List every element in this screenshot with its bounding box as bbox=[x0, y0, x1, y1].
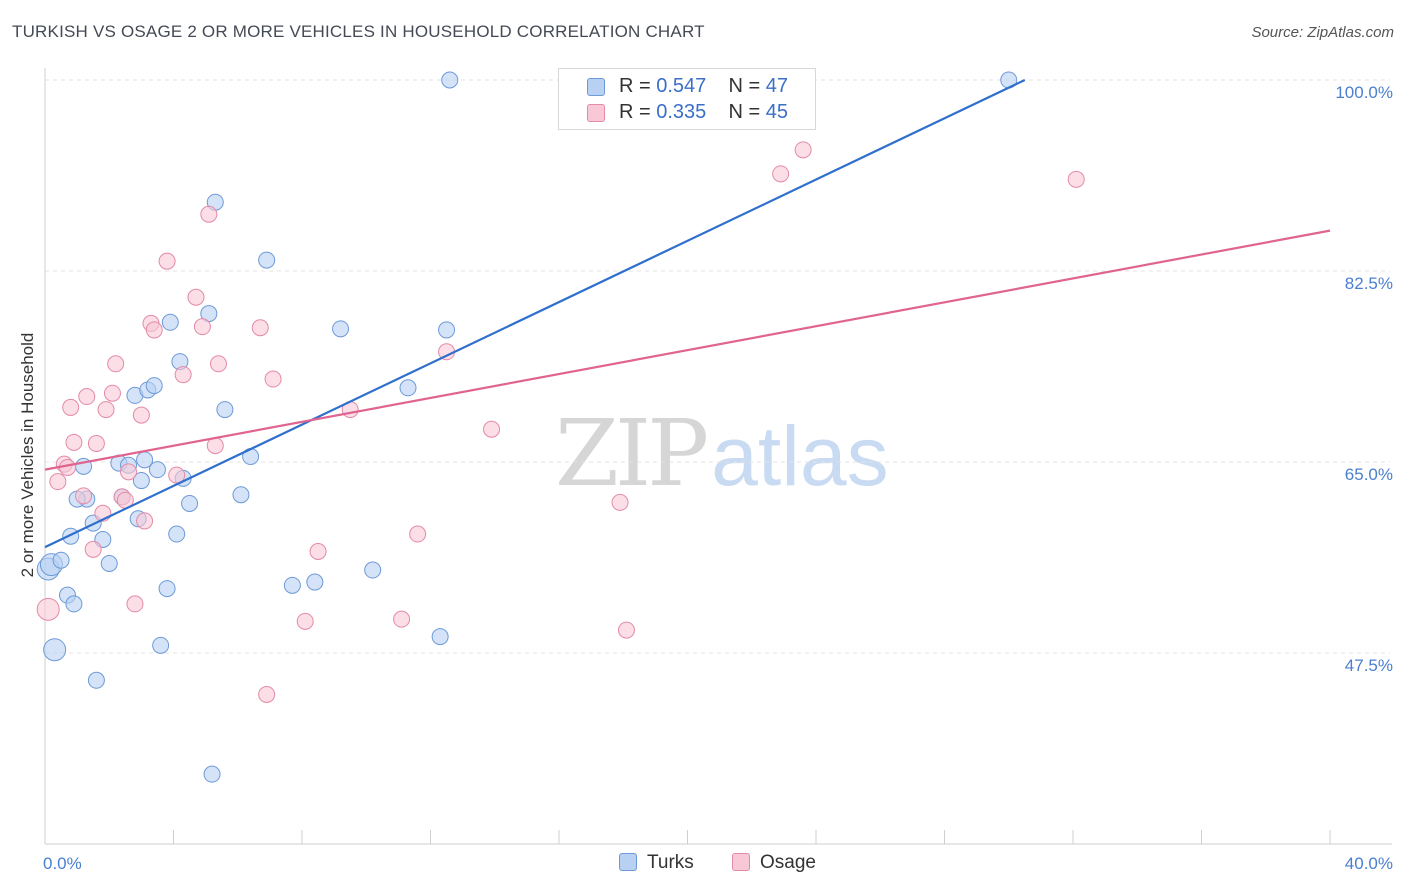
point-osage bbox=[158, 252, 176, 270]
y-tick-label: 82.5% bbox=[1345, 274, 1393, 293]
point-turks bbox=[158, 580, 176, 598]
x-tick-label: 0.0% bbox=[43, 854, 82, 873]
point-turks bbox=[306, 573, 324, 591]
bottom-legend-swatch-turks bbox=[619, 853, 637, 871]
point-osage bbox=[126, 595, 144, 613]
bottom-legend-swatch-osage bbox=[732, 853, 750, 871]
point-osage bbox=[193, 318, 211, 336]
point-turks bbox=[62, 527, 80, 545]
bottom-legend-turks: Turks bbox=[619, 852, 694, 874]
point-osage bbox=[145, 321, 163, 339]
series-turks-points bbox=[36, 71, 1018, 783]
point-osage bbox=[107, 355, 125, 373]
point-osage bbox=[87, 434, 105, 452]
point-turks bbox=[441, 71, 459, 89]
point-turks bbox=[168, 525, 186, 543]
point-osage bbox=[187, 288, 205, 306]
point-osage bbox=[617, 621, 635, 639]
point-turks bbox=[100, 555, 118, 573]
legend-swatch-turks bbox=[587, 78, 605, 96]
point-osage bbox=[393, 610, 411, 628]
point-turks bbox=[399, 379, 417, 397]
point-turks bbox=[161, 313, 179, 331]
point-osage bbox=[794, 141, 812, 159]
point-turks bbox=[145, 377, 163, 395]
point-turks bbox=[152, 636, 170, 654]
point-osage bbox=[62, 398, 80, 416]
point-osage bbox=[168, 466, 186, 484]
axes bbox=[44, 68, 1392, 845]
point-osage bbox=[251, 319, 269, 337]
point-osage bbox=[1067, 170, 1085, 188]
point-turks bbox=[332, 320, 350, 338]
bottom-legend-label-osage: Osage bbox=[760, 852, 816, 873]
point-osage bbox=[132, 406, 150, 424]
point-osage bbox=[264, 370, 282, 388]
watermark-atlas: atlas bbox=[711, 409, 889, 503]
correlation-legend: R = 0.547 N = 47 R = 0.335 N = 45 bbox=[558, 68, 816, 130]
point-turks bbox=[65, 595, 83, 613]
point-osage bbox=[296, 612, 314, 630]
x-tick-label: 40.0% bbox=[1345, 854, 1393, 873]
point-osage bbox=[409, 525, 427, 543]
point-osage bbox=[78, 388, 96, 406]
y-tick-label: 47.5% bbox=[1345, 656, 1393, 675]
point-osage bbox=[120, 463, 138, 481]
point-turks bbox=[148, 461, 166, 479]
point-osage bbox=[200, 205, 218, 223]
point-turks bbox=[438, 321, 456, 339]
point-turks bbox=[232, 486, 250, 504]
bottom-legend-osage: Osage bbox=[732, 852, 816, 874]
point-osage bbox=[309, 542, 327, 560]
point-osage bbox=[75, 487, 93, 505]
legend-text-turks: R = 0.547 N = 47 bbox=[619, 75, 789, 97]
y-tick-label: 65.0% bbox=[1345, 465, 1393, 484]
tick-labels: 47.5% 65.0% 82.5% 100.0% 0.0% 40.0% bbox=[43, 83, 1393, 873]
point-osage bbox=[103, 384, 121, 402]
point-osage bbox=[65, 433, 83, 451]
grid-lines bbox=[45, 79, 1390, 654]
point-osage bbox=[136, 512, 154, 530]
point-osage bbox=[611, 493, 629, 511]
y-tick-label: 100.0% bbox=[1335, 83, 1393, 102]
point-turks bbox=[181, 494, 199, 512]
bottom-legend-label-turks: Turks bbox=[647, 852, 694, 873]
source-label: Source: ZipAtlas.com bbox=[1251, 24, 1394, 41]
point-osage bbox=[772, 165, 790, 183]
point-turks bbox=[43, 638, 67, 662]
point-osage bbox=[483, 420, 501, 438]
point-turks bbox=[87, 671, 105, 689]
point-turks bbox=[216, 401, 234, 419]
point-turks bbox=[132, 472, 150, 490]
point-turks bbox=[364, 561, 382, 579]
trend-lines bbox=[44, 79, 1331, 549]
point-osage bbox=[49, 473, 67, 491]
point-osage bbox=[209, 355, 227, 373]
point-turks bbox=[431, 628, 449, 646]
legend-swatch-osage bbox=[587, 104, 605, 122]
point-turks bbox=[283, 576, 301, 594]
point-osage bbox=[84, 540, 102, 558]
point-turks bbox=[203, 765, 221, 783]
point-turks bbox=[258, 251, 276, 269]
watermark-zip: ZIP bbox=[555, 400, 709, 507]
chart-title: TURKISH VS OSAGE 2 OR MORE VEHICLES IN H… bbox=[12, 22, 705, 41]
point-osage bbox=[97, 401, 115, 419]
point-osage bbox=[174, 366, 192, 384]
point-osage bbox=[36, 597, 60, 621]
legend-text-osage: R = 0.335 N = 45 bbox=[619, 101, 789, 123]
trend-line-turks bbox=[44, 79, 1026, 549]
point-osage bbox=[258, 685, 276, 703]
trend-line-osage bbox=[44, 229, 1331, 471]
watermark: ZIPatlas bbox=[555, 400, 889, 507]
point-turks bbox=[52, 551, 70, 569]
series-osage-points bbox=[36, 141, 1085, 703]
